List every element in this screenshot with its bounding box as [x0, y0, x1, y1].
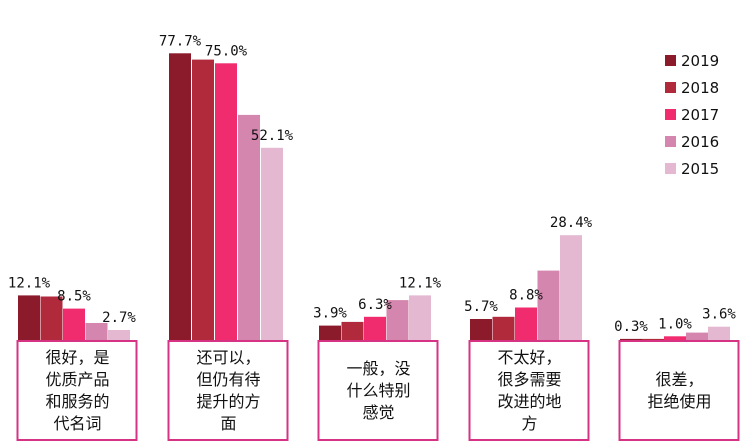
bar-2017-cat-4 — [515, 307, 537, 340]
bar-2016-cat-5 — [686, 332, 708, 340]
data-label-cat-5-2019: 0.3% — [614, 319, 648, 335]
bar-2019-cat-1 — [18, 295, 40, 340]
category-box-4 — [468, 340, 590, 441]
category-label-2-line-3: 提升的方 — [196, 392, 260, 411]
legend-swatch-2016 — [665, 136, 676, 147]
bar-2015-cat-1 — [108, 330, 130, 340]
category-label-4-line-2: 很多需要 — [497, 370, 561, 389]
data-label-cat-1-2019: 12.1% — [8, 275, 51, 291]
category-label-2-line-4: 面 — [220, 414, 236, 433]
category-box-1 — [16, 340, 138, 441]
category-box-3 — [317, 340, 439, 441]
legend-swatch-2015 — [665, 163, 676, 174]
bar-2017-cat-1 — [63, 308, 85, 340]
legend-label-2019: 2019 — [681, 52, 719, 70]
category-box-2 — [167, 340, 289, 441]
bar-2018-cat-1 — [40, 296, 63, 340]
data-label-cat-5-2015: 3.6% — [702, 307, 736, 323]
data-label-cat-4-2015: 28.4% — [550, 215, 593, 231]
category-label-1-line-1: 很好，是 — [45, 348, 109, 367]
bar-2017-cat-3 — [364, 316, 386, 340]
bar-2015-cat-3 — [409, 295, 431, 340]
bar-2017-cat-2 — [215, 63, 237, 341]
category-label-3-line-1: 一般，没 — [346, 359, 410, 378]
category-label-1-line-4: 代名词 — [53, 414, 101, 433]
data-label-cat-2-2015: 52.1% — [251, 128, 294, 144]
category-label-4-line-4: 方 — [521, 414, 537, 433]
data-label-cat-3-2019: 3.9% — [313, 306, 347, 322]
bars-layer — [18, 53, 730, 341]
legend-swatch-2017 — [665, 109, 676, 120]
bar-2015-cat-5 — [708, 326, 730, 340]
bar-2016-cat-4 — [537, 270, 560, 340]
data-label-cat-4-2019: 5.7% — [464, 299, 498, 315]
bar-2019-cat-4 — [470, 319, 492, 340]
data-label-cat-1-2015: 2.7% — [102, 310, 136, 326]
data-label-cat-3-2015: 12.1% — [399, 275, 442, 291]
bar-2018-cat-3 — [341, 321, 364, 340]
category-label-2-line-1: 还可以， — [196, 348, 260, 367]
data-label-cat-2-2017: 75.0% — [205, 43, 248, 59]
data-label-cat-3-2017: 6.3% — [358, 297, 392, 313]
bar-2019-cat-5 — [620, 338, 642, 340]
category-box-5 — [618, 340, 740, 441]
bar-2017-cat-5 — [664, 336, 686, 340]
category-label-4-line-3: 改进的地 — [497, 392, 561, 411]
data-labels-layer: 12.1% 8.5% 2.7% 77.7%75.0% 52.1% 3.9% 6.3% 12.1… — [8, 33, 737, 335]
legend-swatch-2018 — [665, 82, 676, 93]
data-label-cat-5-2017: 1.0% — [658, 316, 692, 332]
data-label-cat-4-2017: 8.8% — [509, 288, 543, 304]
bar-2019-cat-2 — [169, 53, 191, 341]
bar-2018-cat-2 — [192, 59, 214, 340]
bar-2019-cat-3 — [319, 325, 341, 340]
legend-label-2015: 2015 — [681, 160, 719, 178]
category-label-5-line-2: 拒绝使用 — [647, 392, 711, 411]
bar-2016-cat-2 — [238, 114, 260, 341]
category-label-1-line-2: 优质产品 — [45, 370, 109, 389]
legend-swatch-2019 — [665, 55, 676, 66]
category-label-4-line-1: 不太好， — [497, 348, 561, 367]
legend-label-2016: 2016 — [681, 133, 719, 151]
category-label-3-line-3: 感觉 — [362, 403, 394, 422]
bar-2015-cat-2 — [261, 147, 283, 340]
legend: 2019 2018 2017 2016 2015 — [665, 52, 719, 178]
data-label-cat-1-2017: 8.5% — [57, 289, 91, 305]
bar-2018-cat-5 — [642, 338, 664, 340]
category-label-5-line-1: 很差， — [655, 370, 703, 389]
data-label-cat-2-2019: 77.7% — [159, 33, 202, 49]
bar-2015-cat-4 — [560, 235, 582, 340]
bar-2016-cat-3 — [386, 300, 409, 340]
bar-2016-cat-1 — [85, 323, 108, 340]
bar-2018-cat-4 — [492, 316, 515, 340]
legend-label-2017: 2017 — [681, 106, 719, 124]
legend-label-2018: 2018 — [681, 79, 719, 97]
category-label-3-line-2: 什么特别 — [346, 381, 410, 400]
category-label-1-line-3: 和服务的 — [45, 392, 109, 411]
category-label-2-line-2: 但仍有待 — [196, 370, 260, 389]
